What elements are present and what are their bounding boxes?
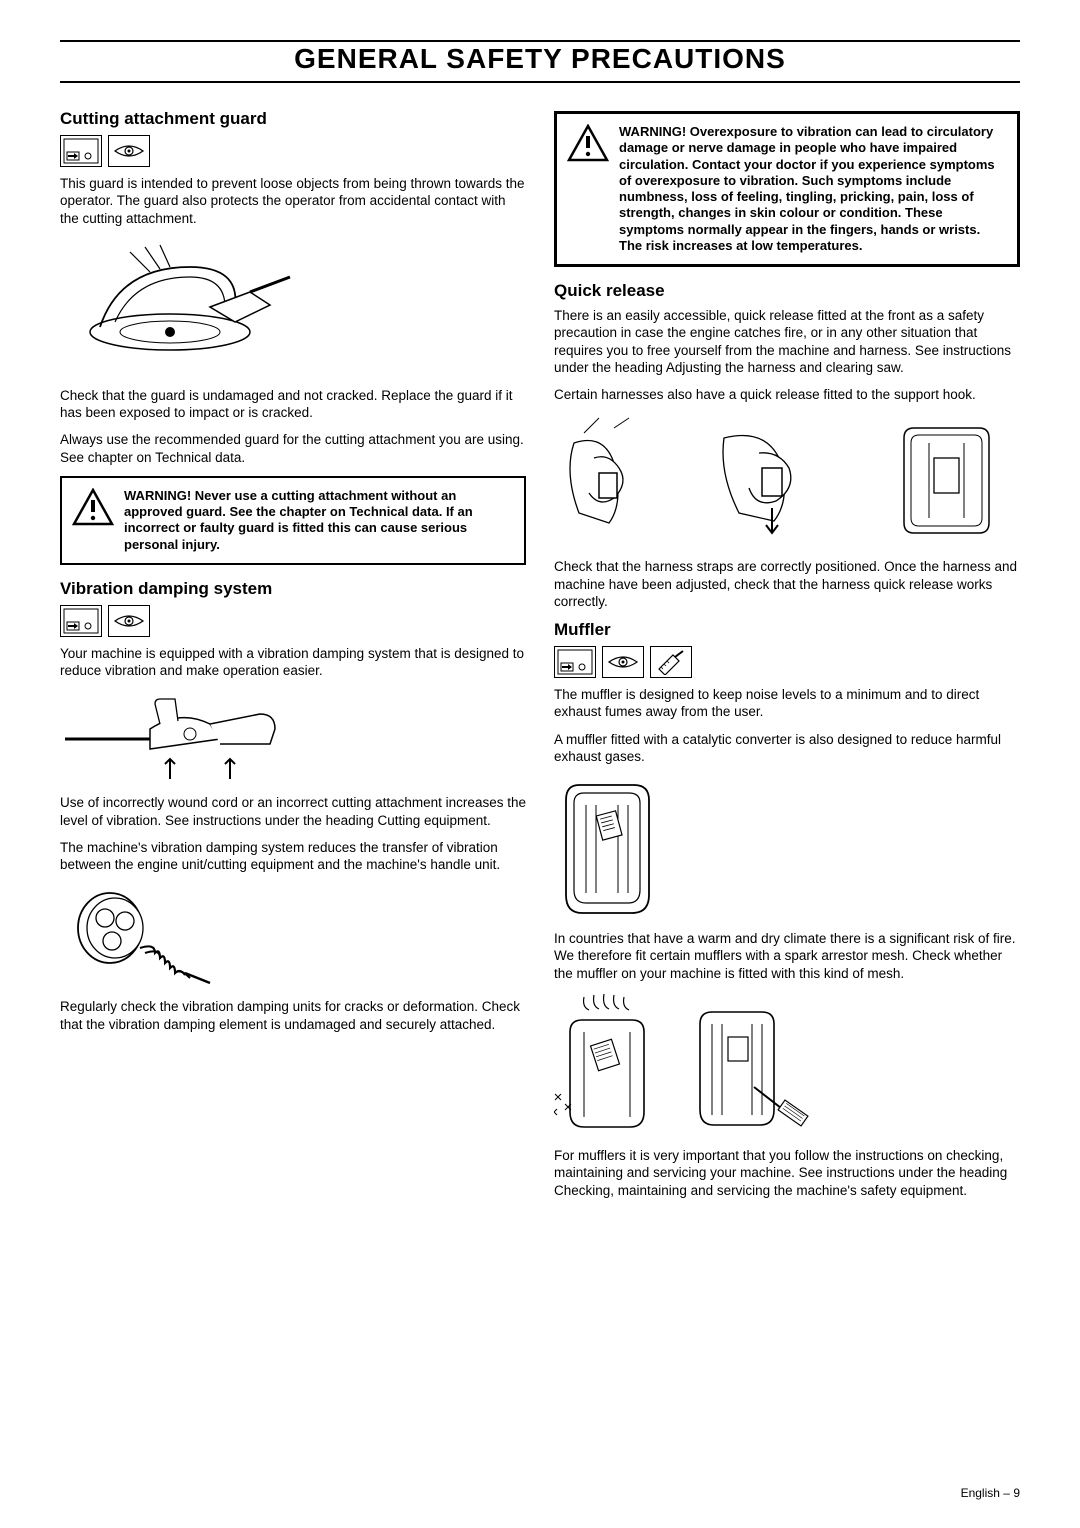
illustration-quick-release: [554, 413, 1020, 548]
warning-vibration-text: WARNING! Overexposure to vibration can l…: [619, 124, 1005, 254]
top-rule: [60, 40, 1020, 42]
illustration-muffler-single: [554, 775, 1020, 920]
heading-muffler: Muffler: [554, 620, 1020, 640]
icon-row-muffler: [554, 646, 1020, 678]
content-columns: Cutting attachment guard This guard is i…: [60, 101, 1020, 1209]
para-qr-2: Certain harnesses also have a quick rele…: [554, 386, 1020, 403]
icon-row-guard: [60, 135, 526, 167]
page-footer: English – 9: [961, 1486, 1020, 1500]
icon-arrow-manual-2: [60, 605, 102, 637]
icon-eye: [108, 135, 150, 167]
heading-vibration: Vibration damping system: [60, 579, 526, 599]
para-guard-2: Check that the guard is undamaged and no…: [60, 387, 526, 422]
warning-vibration: WARNING! Overexposure to vibration can l…: [554, 111, 1020, 267]
para-muf-2: A muffler fitted with a catalytic conver…: [554, 731, 1020, 766]
para-vib-1: Your machine is equipped with a vibratio…: [60, 645, 526, 680]
icon-arrow-manual: [60, 135, 102, 167]
para-vib-2: Use of incorrectly wound cord or an inco…: [60, 794, 526, 829]
page-title: GENERAL SAFETY PRECAUTIONS: [60, 43, 1020, 83]
left-column: Cutting attachment guard This guard is i…: [60, 101, 526, 1209]
para-vib-4: Regularly check the vibration damping un…: [60, 998, 526, 1033]
para-guard-3: Always use the recommended guard for the…: [60, 431, 526, 466]
icon-arrow-manual-3: [554, 646, 596, 678]
para-muf-1: The muffler is designed to keep noise le…: [554, 686, 1020, 721]
warning-guard-text: WARNING! Never use a cutting attachment …: [124, 488, 512, 553]
footer-lang: English: [961, 1486, 1000, 1500]
para-muf-3: In countries that have a warm and dry cl…: [554, 930, 1020, 982]
icon-row-vibration: [60, 605, 526, 637]
para-vib-3: The machine's vibration damping system r…: [60, 839, 526, 874]
footer-sep: –: [1003, 1486, 1010, 1500]
icon-brush: [650, 646, 692, 678]
illustration-guard: [60, 237, 526, 377]
para-qr-3: Check that the harness straps are correc…: [554, 558, 1020, 610]
para-muf-4: For mufflers it is very important that y…: [554, 1147, 1020, 1199]
para-qr-1: There is an easily accessible, quick rel…: [554, 307, 1020, 376]
right-column: WARNING! Overexposure to vibration can l…: [554, 101, 1020, 1209]
icon-eye-3: [602, 646, 644, 678]
warning-guard: WARNING! Never use a cutting attachment …: [60, 476, 526, 565]
warning-icon: [72, 488, 114, 526]
footer-page: 9: [1013, 1486, 1020, 1500]
heading-cutting-guard: Cutting attachment guard: [60, 109, 526, 129]
icon-eye-2: [108, 605, 150, 637]
heading-quick-release: Quick release: [554, 281, 1020, 301]
illustration-muffler-mesh: [554, 992, 1020, 1137]
illustration-vibration-damper: [60, 883, 526, 988]
illustration-vibration-handle: [60, 689, 526, 784]
para-guard-1: This guard is intended to prevent loose …: [60, 175, 526, 227]
warning-icon-2: [567, 124, 609, 162]
